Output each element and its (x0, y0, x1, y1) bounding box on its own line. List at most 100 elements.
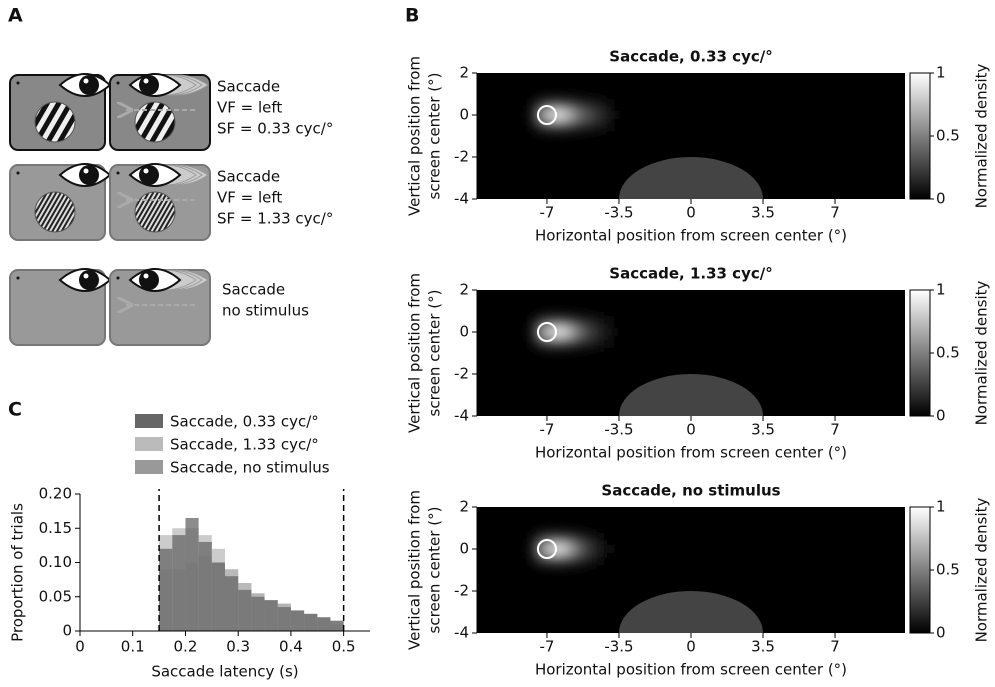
fixation-dot (116, 276, 120, 280)
target (536, 539, 557, 559)
density-cell (531, 554, 542, 565)
y-tick-label: 0 (459, 106, 469, 124)
colorbar-tick-label: 0 (936, 624, 946, 642)
glint (83, 273, 89, 279)
y-axis-label: Vertical position from (406, 490, 424, 650)
density-cell (552, 326, 563, 338)
x-tick-label: 7 (830, 204, 840, 222)
fixation-dot (16, 81, 20, 85)
condition-text: SF = 1.33 cyc/° (217, 210, 333, 228)
x-axis-label: Horizontal position from screen center (… (535, 227, 847, 245)
histogram-bar (198, 541, 212, 631)
y-tick-label: -2 (454, 148, 469, 166)
density-cell (531, 99, 542, 110)
density-cell (582, 316, 594, 327)
x-tick-label: 0.4 (279, 638, 303, 656)
x-tick-label: 3.5 (751, 204, 775, 222)
stimulus-region (618, 374, 764, 416)
x-tick-label: 0.3 (226, 638, 250, 656)
x-tick-label: 0 (75, 638, 85, 656)
colorbar (909, 72, 931, 200)
x-axis-label: Horizontal position from screen center (… (535, 444, 847, 462)
glint (143, 168, 149, 174)
density-cell (603, 326, 614, 338)
density-cell (582, 337, 594, 348)
x-tick-label: -3.5 (604, 421, 633, 439)
y-axis-label: Vertical position from (406, 273, 424, 433)
legend-swatch (135, 460, 163, 474)
colorbar-label: Normalized density (973, 280, 991, 425)
histogram-bar (251, 596, 265, 631)
x-tick-label: 3.5 (751, 421, 775, 439)
target (536, 105, 557, 125)
density-cell (593, 337, 604, 348)
x-tick-label: 0.1 (121, 638, 145, 656)
colorbar-tick-label: 0.5 (936, 127, 960, 145)
density-cell (562, 533, 573, 544)
condition-text: VF = left (217, 99, 282, 117)
legend-label: Saccade, 0.33 cyc/° (170, 413, 319, 431)
colorbar-tick-label: 1 (936, 281, 946, 299)
density-cell (603, 543, 614, 555)
condition-text: VF = left (217, 189, 282, 207)
density-cell (603, 316, 614, 327)
y-tick-label: 0.15 (39, 519, 72, 537)
colorbar-tick-label: 1 (936, 498, 946, 516)
density-cell (562, 316, 573, 327)
x-axis-label: Saccade latency (s) (151, 663, 298, 681)
density-cell (541, 120, 553, 131)
panel-label: C (8, 399, 22, 421)
pupil (139, 165, 159, 185)
density-cell (531, 337, 542, 348)
fixation-dot (116, 171, 120, 175)
y-axis-label: Vertical position from (406, 56, 424, 216)
colorbar (909, 289, 931, 417)
glint (83, 78, 89, 84)
density-cell (582, 543, 594, 555)
density-cell (603, 109, 614, 121)
histogram-bar (211, 562, 225, 631)
legend-label: Saccade, 1.33 cyc/° (170, 436, 319, 454)
x-tick-label: 0.2 (174, 638, 198, 656)
density-cell (572, 316, 583, 327)
density-cell (552, 316, 563, 327)
x-tick-label: 0 (686, 638, 696, 656)
density-cell (562, 543, 573, 555)
density-cell (582, 326, 594, 338)
density-cell (593, 554, 604, 565)
density-cell (562, 554, 573, 565)
histogram-bar (330, 620, 344, 631)
density-cell (603, 120, 614, 131)
y-axis-label: screen center (°) (426, 290, 444, 417)
density-cell (541, 326, 553, 338)
y-tick-label: 0 (459, 323, 469, 341)
density-cell (562, 109, 573, 121)
histogram-bar (264, 600, 278, 631)
condition-text: Saccade (217, 168, 280, 186)
condition-text: Saccade (222, 281, 285, 299)
density-cell (593, 326, 604, 338)
density-cell (562, 326, 573, 338)
grating (134, 101, 176, 143)
density-cell (541, 99, 553, 110)
density-cell (562, 337, 573, 348)
x-tick-label: 0 (686, 421, 696, 439)
legend-swatch (135, 437, 163, 451)
density-cell (572, 120, 583, 131)
y-axis-label: screen center (°) (426, 73, 444, 200)
histogram-bar (277, 607, 291, 631)
y-tick-label: -4 (454, 190, 469, 208)
density-cell (531, 316, 542, 327)
panel-label: B (405, 5, 419, 27)
density (531, 316, 614, 348)
density-cell (582, 99, 594, 110)
x-tick-label: 7 (830, 421, 840, 439)
density (531, 533, 614, 565)
density-cell (572, 533, 583, 544)
density-cell (603, 337, 614, 348)
histogram-bar (159, 548, 173, 631)
colorbar-label: Normalized density (973, 497, 991, 642)
legend-label: Saccade, no stimulus (170, 459, 330, 477)
pupil (79, 75, 99, 95)
